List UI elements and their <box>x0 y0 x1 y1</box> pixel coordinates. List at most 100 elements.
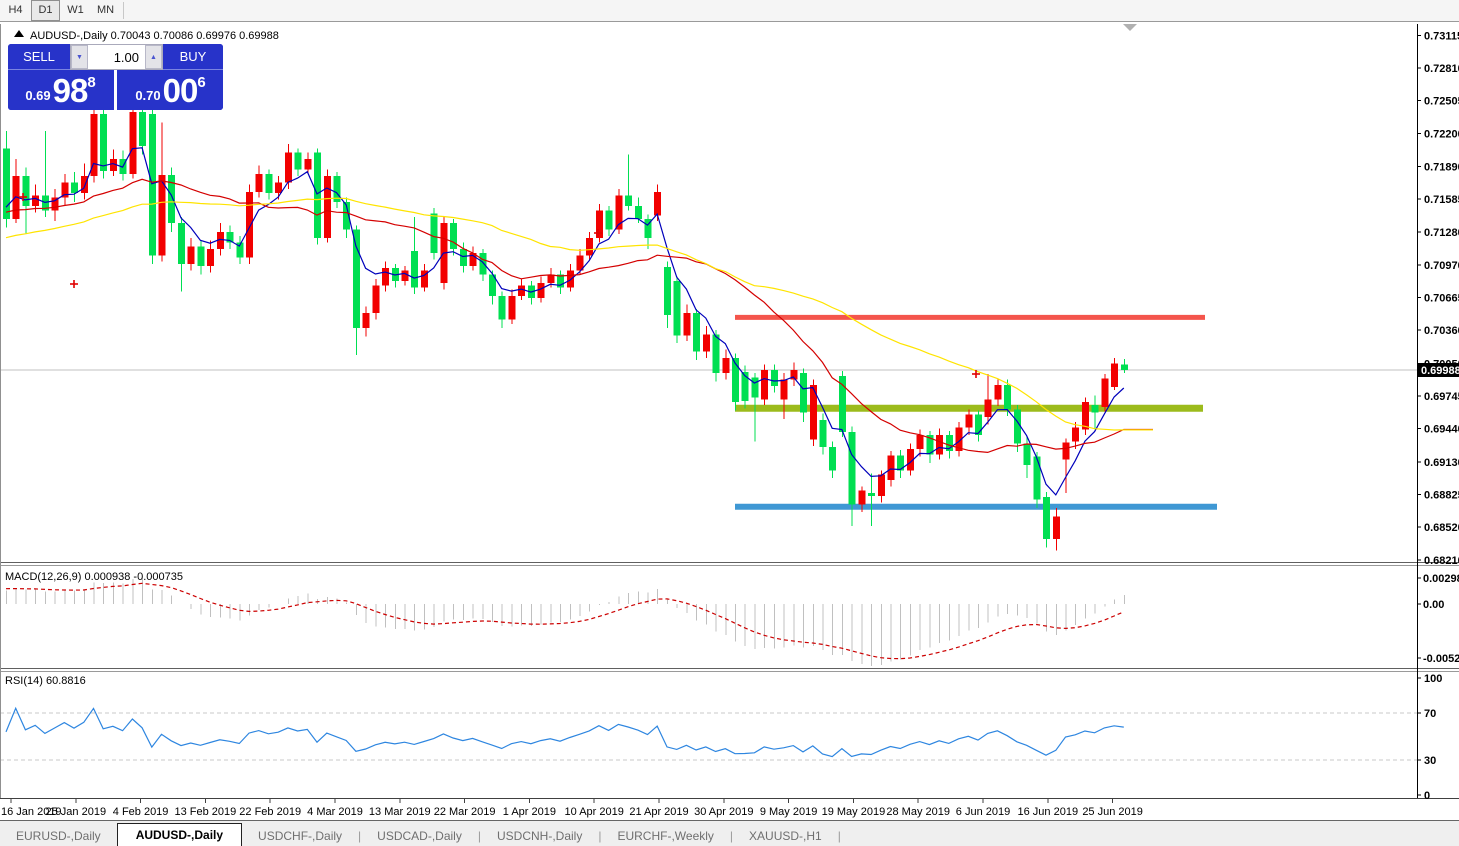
ma-fast <box>5 147 1125 496</box>
svg-text:0.73115: 0.73115 <box>1424 30 1459 42</box>
sell-button[interactable]: SELL <box>8 44 70 70</box>
toolbar-separator <box>123 2 124 19</box>
svg-text:19 May 2019: 19 May 2019 <box>822 806 886 818</box>
tab-divider: | <box>358 829 362 843</box>
sell-price-pip: 8 <box>87 74 96 91</box>
svg-text:25 Jan 2019: 25 Jan 2019 <box>46 806 107 818</box>
svg-text:13 Mar 2019: 13 Mar 2019 <box>369 806 431 818</box>
chevron-up-icon: ▲ <box>150 53 157 61</box>
timeframe-d1-button[interactable]: D1 <box>31 0 60 21</box>
timeframe-toolbar: H4 D1 W1 MN <box>0 0 1459 22</box>
tab-divider: | <box>837 829 841 843</box>
candles <box>3 101 1128 551</box>
svg-text:13 Feb 2019: 13 Feb 2019 <box>175 806 237 818</box>
chevron-down-icon: ▼ <box>76 53 83 61</box>
svg-text:16 Jun 2019: 16 Jun 2019 <box>1018 806 1079 818</box>
sell-price-button[interactable]: 0.69 98 8 <box>8 71 113 110</box>
price-divider <box>114 70 117 110</box>
chart-tab-eurusd-daily[interactable]: EURUSD-,Daily <box>16 829 101 843</box>
chart-tab-usdcad-daily[interactable]: USDCAD-,Daily <box>377 829 462 843</box>
rsi-panel: RSI(14) 60.8816 <box>0 675 1417 761</box>
buy-button[interactable]: BUY <box>163 44 223 70</box>
macd-signal-line <box>5 582 1125 660</box>
cross-marker[interactable] <box>70 280 78 288</box>
svg-text:4 Feb 2019: 4 Feb 2019 <box>113 806 169 818</box>
cross-marker[interactable] <box>594 229 602 237</box>
symbol-info: AUDUSD-,Daily 0.70043 0.70086 0.69976 0.… <box>30 30 279 42</box>
svg-text:30 Apr 2019: 30 Apr 2019 <box>694 806 753 818</box>
last-price-badge <box>1418 363 1459 377</box>
chart-tab-xauusd-h1[interactable]: XAUUSD-,H1 <box>749 829 822 843</box>
svg-text:16 Jan 2019: 16 Jan 2019 <box>1 806 62 818</box>
buy-price-button[interactable]: 0.70 00 6 <box>118 71 223 110</box>
chart-tab-usdchf-daily[interactable]: USDCHF-,Daily <box>258 829 343 843</box>
svg-text:9 May 2019: 9 May 2019 <box>760 806 817 818</box>
volume-input[interactable] <box>88 45 145 69</box>
svg-text:22 Feb 2019: 22 Feb 2019 <box>239 806 301 818</box>
svg-text:0.68825: 0.68825 <box>1424 489 1459 501</box>
svg-text:0.72505: 0.72505 <box>1424 96 1459 108</box>
buy-price-prefix: 0.70 <box>135 88 161 103</box>
tab-divider: | <box>729 829 734 843</box>
timeframe-mn-button[interactable]: MN <box>96 4 115 16</box>
sell-price-big: 98 <box>52 71 89 109</box>
cross-marker[interactable] <box>19 193 27 201</box>
svg-text:100: 100 <box>1424 673 1442 685</box>
rsi-line <box>5 706 1124 758</box>
svg-text:0.002984: 0.002984 <box>1423 573 1459 585</box>
volume-control: ▼ ▲ <box>70 44 163 70</box>
chart-tab-usdcnh-daily[interactable]: USDCNH-,Daily <box>496 829 583 843</box>
svg-text:0.69988: 0.69988 <box>1421 365 1459 377</box>
volume-decrease-button[interactable]: ▼ <box>71 45 88 69</box>
timeframe-h4-button[interactable]: H4 <box>8 4 23 16</box>
chart-shift-marker-icon[interactable] <box>1123 24 1137 31</box>
svg-text:0.71585: 0.71585 <box>1424 194 1459 206</box>
chart-tab-bar: EURUSD-,Daily AUDUSD-,Daily USDCHF-,Daily |… <box>0 820 1459 846</box>
rsi-label: RSI(14) 60.8816 <box>5 675 86 687</box>
macd-label: MACD(12,26,9) 0.000938 -0.000735 <box>5 571 183 583</box>
ma-slow <box>5 197 1153 431</box>
volume-increase-button[interactable]: ▲ <box>145 45 162 69</box>
ma-medium <box>5 178 1153 454</box>
svg-text:21 Apr 2019: 21 Apr 2019 <box>629 806 688 818</box>
svg-text:22 Mar 2019: 22 Mar 2019 <box>434 806 496 818</box>
svg-text:-0.005256: -0.005256 <box>1423 653 1459 665</box>
svg-text:4 Mar 2019: 4 Mar 2019 <box>307 806 363 818</box>
svg-text:0.69745: 0.69745 <box>1424 391 1459 403</box>
cross-marker[interactable] <box>972 370 980 378</box>
svg-text:30: 30 <box>1424 755 1436 767</box>
sell-price-prefix: 0.69 <box>25 88 51 103</box>
timeframe-w1-button[interactable]: W1 <box>67 4 84 16</box>
svg-text:0: 0 <box>1424 790 1430 802</box>
svg-text:0.70665: 0.70665 <box>1424 293 1459 305</box>
buy-price-big: 00 <box>162 71 199 109</box>
svg-text:25 Jun 2019: 25 Jun 2019 <box>1082 806 1143 818</box>
svg-text:0.00: 0.00 <box>1423 599 1444 611</box>
tab-divider: | <box>598 829 602 843</box>
chart-tab-audusd-daily[interactable]: AUDUSD-,Daily <box>116 823 243 846</box>
tab-divider: | <box>477 829 481 843</box>
svg-text:1 Apr 2019: 1 Apr 2019 <box>503 806 556 818</box>
buy-price-pip: 6 <box>197 74 206 91</box>
svg-text:28 May 2019: 28 May 2019 <box>886 806 950 818</box>
symbol-collapse-icon[interactable] <box>14 30 24 37</box>
chart-tab-eurchf-weekly[interactable]: EURCHF-,Weekly <box>617 829 714 843</box>
macd-panel: MACD(12,26,9) 0.000938 -0.000735 <box>5 571 1125 666</box>
main-chart-panel: AUDUSD-,Daily 0.70043 0.70086 0.69976 0.… <box>0 24 1417 551</box>
svg-text:70: 70 <box>1424 708 1436 720</box>
svg-text:10 Apr 2019: 10 Apr 2019 <box>565 806 624 818</box>
